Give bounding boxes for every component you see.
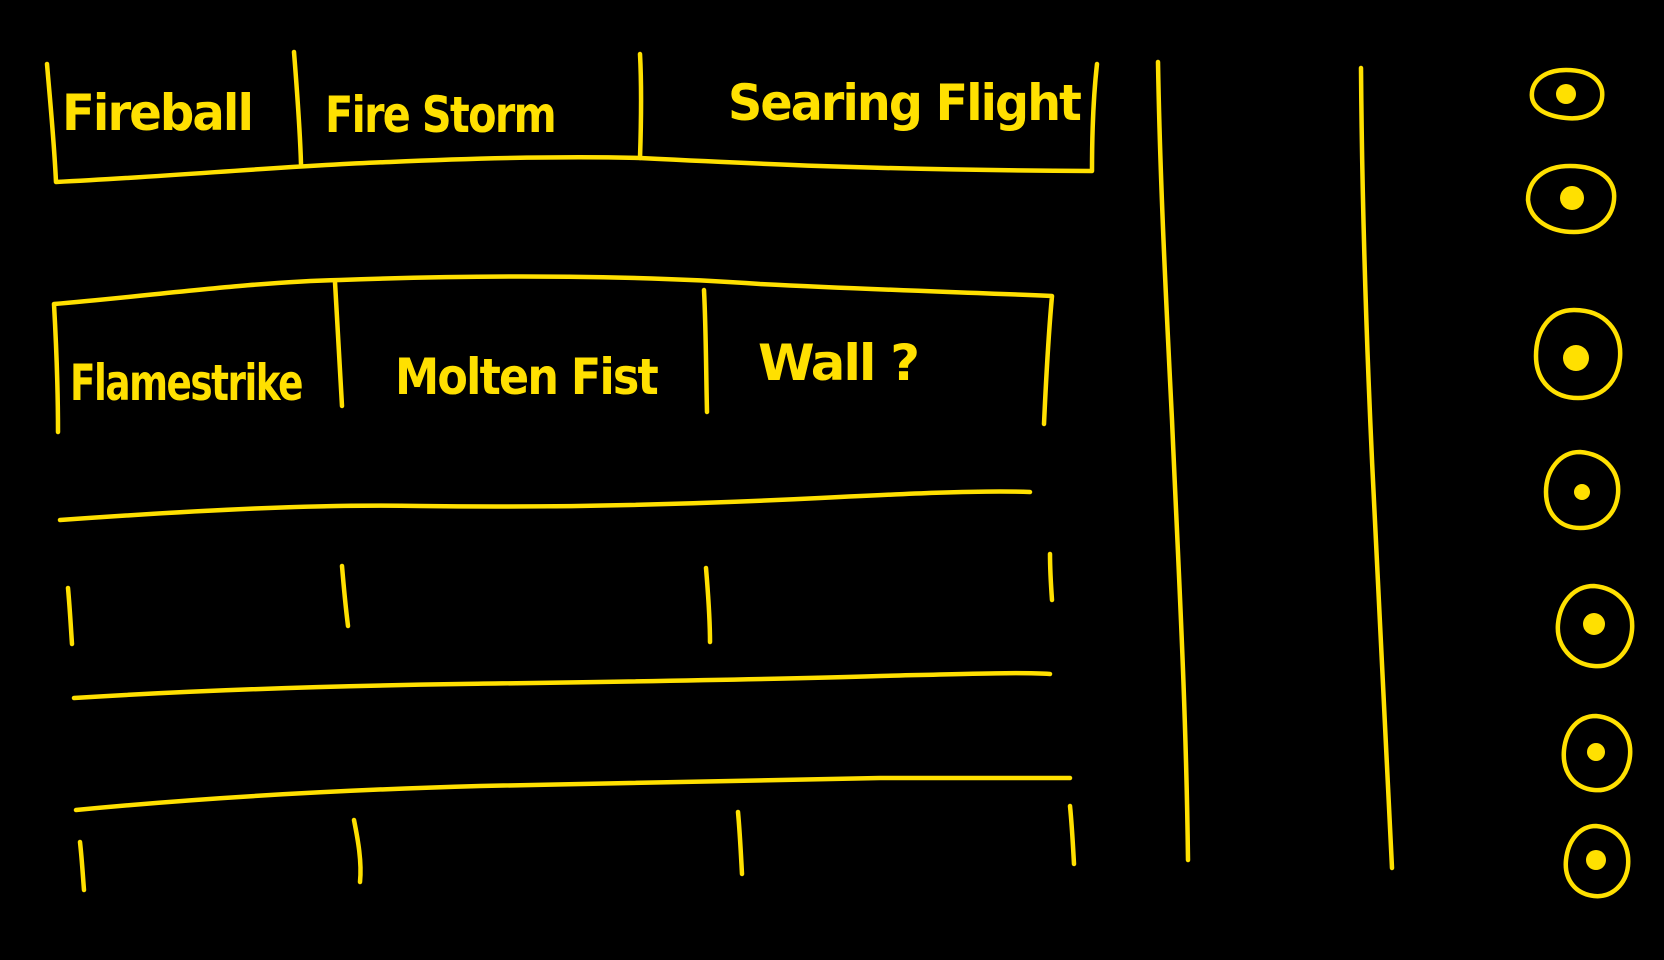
spell-row-3	[57, 489, 1055, 701]
ring-dot-icon-center	[1574, 484, 1590, 500]
slot-flamestrike[interactable]: Flamestrike	[70, 354, 304, 412]
slot-fire-storm-label: Fire Storm	[325, 86, 555, 144]
row-3-top-line	[57, 489, 1033, 523]
ring-dot-icon	[1525, 163, 1617, 235]
side-button-4[interactable]	[1543, 449, 1621, 531]
slot-molten-fist[interactable]: Molten Fist	[395, 348, 660, 406]
slot-molten-fist-label: Molten Fist	[395, 348, 658, 406]
row-4-top-line	[73, 775, 1073, 813]
row-4-divider-2	[735, 809, 745, 877]
ring-dot-icon-center	[1560, 186, 1584, 210]
row-2-frame	[51, 274, 1055, 435]
row-1-divider-2	[637, 51, 644, 161]
ring-dot-icon-center	[1586, 850, 1606, 870]
row-3-divider-2	[703, 565, 713, 645]
side-button-column	[1525, 67, 1635, 899]
ring-dot-icon	[1563, 823, 1631, 899]
side-button-3[interactable]	[1533, 307, 1623, 401]
side-panel	[1155, 59, 1395, 871]
slot-flamestrike-label: Flamestrike	[70, 354, 302, 412]
row-3-divider-right	[1047, 551, 1055, 603]
spell-row-1: Fireball Fire Storm Searing Flight	[44, 49, 1100, 185]
spell-row-2: Flamestrike Molten Fist Wall ?	[51, 274, 1055, 435]
row-3-divider-left	[65, 585, 75, 647]
row-4-divider-1	[351, 817, 363, 885]
slot-searing-flight[interactable]: Searing Flight	[728, 74, 1083, 132]
ring-dot-icon	[1533, 307, 1623, 401]
side-button-6[interactable]	[1561, 713, 1633, 793]
spell-row-4	[73, 775, 1077, 893]
ring-dot-icon	[1561, 713, 1633, 793]
side-panel-left-line	[1155, 59, 1191, 863]
row-2-divider-1	[332, 279, 345, 409]
slot-searing-flight-label: Searing Flight	[728, 74, 1081, 132]
slot-fireball-label: Fireball	[62, 84, 252, 142]
ring-dot-icon	[1543, 449, 1621, 531]
ring-dot-icon-center	[1583, 613, 1605, 635]
side-button-1[interactable]	[1529, 67, 1605, 121]
slot-fireball[interactable]: Fireball	[62, 84, 254, 142]
ring-dot-icon-center	[1563, 345, 1589, 371]
row-1-divider-1	[291, 49, 304, 167]
slot-fire-storm[interactable]: Fire Storm	[325, 86, 557, 144]
slot-wall-label: Wall ?	[758, 334, 918, 392]
ring-dot-icon	[1555, 583, 1635, 669]
side-button-5[interactable]	[1555, 583, 1635, 669]
row-2-divider-2	[701, 287, 710, 415]
row-3-divider-1	[339, 563, 351, 629]
ring-dot-icon-center	[1587, 743, 1605, 761]
ring-dot-icon	[1529, 67, 1605, 121]
row-3-bottom-line	[71, 670, 1053, 701]
row-4-divider-left	[77, 839, 87, 893]
side-panel-right-line	[1358, 65, 1395, 871]
row-1-frame	[44, 61, 1100, 185]
side-button-7[interactable]	[1563, 823, 1631, 899]
row-4-divider-right	[1067, 803, 1077, 867]
side-button-2[interactable]	[1525, 163, 1617, 235]
ring-dot-icon-center	[1556, 84, 1576, 104]
slot-wall[interactable]: Wall ?	[758, 334, 920, 392]
